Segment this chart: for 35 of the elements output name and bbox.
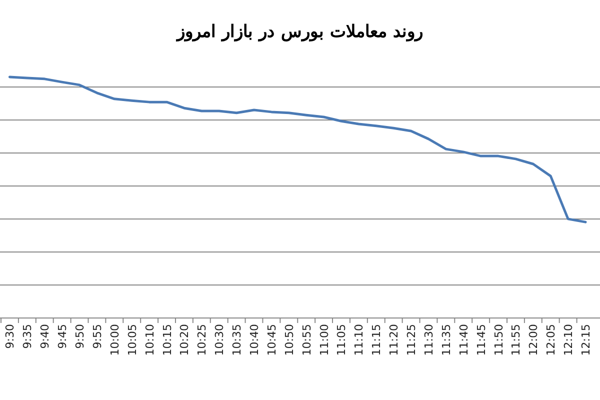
x-tick-label: 11:05 — [335, 324, 348, 356]
x-tick-label: 9:30 — [4, 324, 17, 349]
x-tick-label: 11:00 — [318, 324, 331, 356]
x-tick-label: 10:20 — [178, 324, 192, 356]
x-tick-label: 10:15 — [160, 324, 174, 356]
x-tick-label: 9:45 — [56, 324, 70, 349]
x-tick-label: 11:35 — [440, 324, 453, 356]
x-tick-label: 11:10 — [352, 324, 366, 356]
x-tick-label: 10:35 — [230, 324, 244, 356]
x-tick-label: 10:40 — [248, 324, 261, 356]
x-tick-label: 11:40 — [457, 324, 470, 356]
x-tick-label: 9:50 — [74, 324, 87, 349]
x-tick-label: 11:15 — [370, 324, 384, 356]
x-tick-label: 9:55 — [90, 324, 104, 349]
x-tick-label: 11:30 — [422, 324, 436, 356]
x-tick-label: 11:25 — [405, 324, 418, 356]
x-tick-label: 10:55 — [300, 324, 314, 356]
x-tick-label: 9:40 — [38, 324, 52, 349]
x-tick-label: 10:05 — [126, 324, 139, 356]
x-tick-label: 12:00 — [527, 324, 540, 356]
x-tick-label: 10:30 — [213, 324, 226, 356]
x-tick-label: 10:50 — [282, 324, 296, 356]
x-tick-label: 11:20 — [388, 324, 401, 356]
x-tick-label: 12:05 — [544, 324, 558, 356]
x-tick-label: 11:55 — [510, 324, 523, 356]
chart-title: روند معاملات بورس در بازار امروز — [175, 22, 423, 42]
x-tick-label: 12:10 — [562, 324, 576, 356]
x-tick-label: 9:35 — [21, 324, 34, 349]
x-tick-label: 10:00 — [108, 324, 122, 356]
x-tick-label: 10:10 — [143, 324, 156, 356]
x-tick-label: 11:45 — [474, 324, 488, 356]
x-tick-label: 12:15 — [580, 324, 593, 356]
x-tick-label: 10:25 — [196, 324, 209, 356]
x-tick-label: 11:50 — [492, 324, 506, 356]
x-tick-label: 10:45 — [265, 324, 278, 356]
